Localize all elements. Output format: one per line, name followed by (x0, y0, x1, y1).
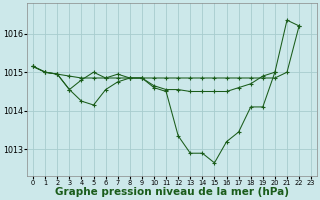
X-axis label: Graphe pression niveau de la mer (hPa): Graphe pression niveau de la mer (hPa) (55, 187, 289, 197)
